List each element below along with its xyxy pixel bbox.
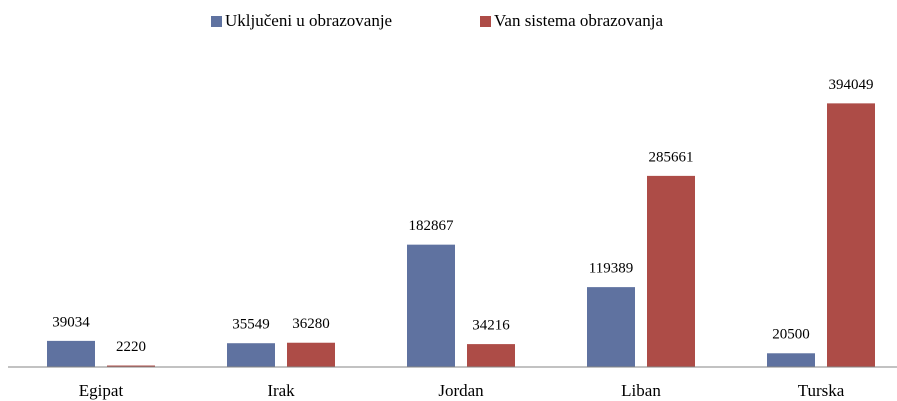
x-tick-label: Jordan [438,381,484,400]
legend-swatch [480,16,491,27]
value-label: 34216 [472,318,510,334]
bar [647,175,695,367]
bar [407,244,455,367]
bar [467,344,515,367]
bar [107,365,155,367]
value-label: 119389 [589,261,633,277]
value-label: 285661 [649,149,694,165]
legend-label: Uključeni u obrazovanje [225,11,392,30]
value-label: 39034 [52,314,90,330]
value-label: 20500 [772,327,810,343]
bar [767,353,815,367]
value-label: 36280 [292,316,330,332]
value-label: 35549 [232,317,270,333]
x-tick-label: Irak [267,381,295,400]
bar [827,103,875,367]
value-label: 2220 [116,339,146,355]
x-tick-label: Liban [621,381,661,400]
bar [227,343,275,367]
legend-label: Van sistema obrazovanja [494,11,663,30]
bar [47,340,95,367]
bar [587,287,635,367]
legend-swatch [211,16,222,27]
value-label: 394049 [829,77,874,93]
x-tick-label: Turska [798,381,845,400]
bar [287,342,335,367]
x-tick-label: Egipat [79,381,124,400]
value-label: 182867 [409,218,455,234]
